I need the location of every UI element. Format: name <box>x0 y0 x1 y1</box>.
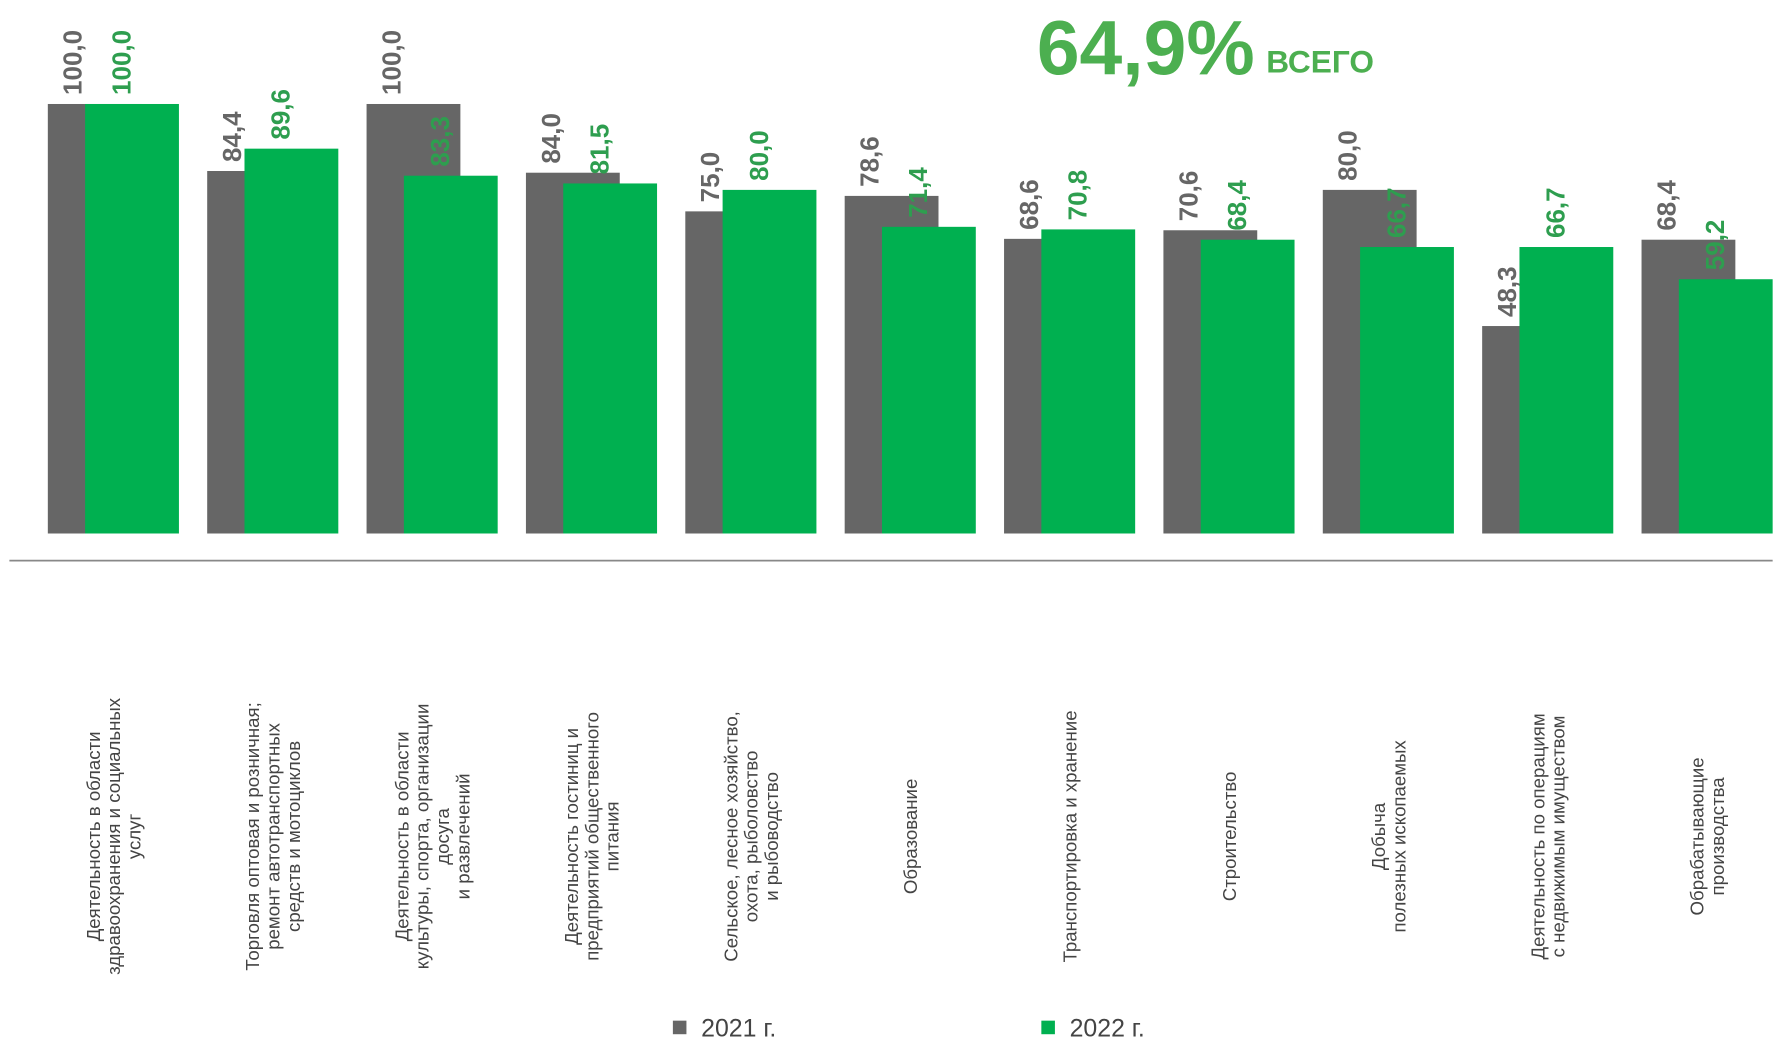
x-tick-label-line: Деятельность в области <box>83 732 104 942</box>
value-label: 68,4 <box>1222 180 1252 231</box>
x-tick-label-line: Строительство <box>1219 772 1240 902</box>
x-tick-label: Добычаполезных ископаемых <box>1368 740 1409 933</box>
x-tick-label-line: Добыча <box>1368 802 1389 870</box>
x-tick-label-line: полезных ископаемых <box>1388 740 1409 933</box>
x-tick-label: Деятельность гостиниц ипредприятий общес… <box>561 712 623 961</box>
x-tick-label-line: услуг <box>124 814 145 860</box>
x-tick-label-line: и рыбоводство <box>761 772 782 901</box>
x-tick-label-line: средств и мотоциклов <box>283 741 304 932</box>
x-tick-label-line: Торговля оптовая и розничная; <box>242 702 263 970</box>
value-label: 59,2 <box>1700 220 1730 271</box>
bar <box>85 104 179 534</box>
value-label: 48,3 <box>1492 266 1522 317</box>
value-label: 66,7 <box>1381 187 1411 238</box>
bar <box>1519 247 1613 533</box>
bar <box>404 176 498 534</box>
x-tick-label-line: Образование <box>900 779 921 894</box>
legend-swatch <box>673 1021 687 1035</box>
bar <box>882 227 976 534</box>
x-tick-label-line: предприятий общественного <box>581 712 602 961</box>
value-label: 75,0 <box>695 152 725 203</box>
value-label: 68,4 <box>1651 180 1681 231</box>
bar <box>1360 247 1454 533</box>
chart: 64,9% ВСЕГО 100,0 84,4 100,0 84,0 75,0 78,6 68… <box>0 0 1773 1041</box>
x-tick-label: Деятельность в областикультуры, спорта, … <box>391 704 473 970</box>
x-tick-label-line: Обрабатывающие <box>1687 757 1708 915</box>
value-label: 89,6 <box>266 89 296 140</box>
legend-label: 2021 г. <box>701 1014 776 1041</box>
headline-note: ВСЕГО <box>1266 43 1374 79</box>
x-tick-label: Транспортировка и хранение <box>1059 710 1080 962</box>
x-tick-label-line: питания <box>602 801 623 871</box>
value-label: 70,6 <box>1173 171 1203 222</box>
x-tick-label-line: культуры, спорта, организации <box>412 704 433 970</box>
x-tick-label-line: Деятельность в области <box>391 732 412 942</box>
value-label: 83,3 <box>425 116 455 167</box>
value-label: 100,0 <box>376 30 406 95</box>
bar <box>1041 229 1135 533</box>
value-label: 66,7 <box>1541 187 1571 238</box>
bar <box>1679 279 1773 533</box>
x-tick-label: Торговля оптовая и розничная;ремонт авто… <box>242 702 304 970</box>
x-tick-label-line: досуга <box>432 807 453 864</box>
value-label: 100,0 <box>58 30 88 95</box>
value-label: 84,4 <box>217 111 247 162</box>
x-tick-label-line: Транспортировка и хранение <box>1059 710 1080 962</box>
x-tick-label-line: охота, рыболовство <box>741 751 762 923</box>
value-label: 80,0 <box>744 130 774 181</box>
x-tick-label-line: Сельское, лесное хозяйство, <box>720 711 741 962</box>
value-label: 100,0 <box>106 30 136 95</box>
value-label: 68,6 <box>1014 179 1044 230</box>
x-tick-label: Образование <box>900 779 921 894</box>
headline: 64,9% <box>1037 6 1255 92</box>
x-tick-label: Сельское, лесное хозяйство,охота, рыболо… <box>720 711 782 962</box>
x-tick-label-line: Деятельность по операциям <box>1527 713 1548 959</box>
bar <box>723 190 817 534</box>
bar <box>1201 240 1295 534</box>
value-label: 78,6 <box>855 136 885 187</box>
x-tick-label-line: ремонт автотранспортных <box>263 722 284 949</box>
value-label: 81,5 <box>584 124 614 175</box>
value-label: 80,0 <box>1333 130 1363 181</box>
x-tick-label-line: с недвижимым имуществом <box>1548 716 1569 958</box>
x-tick-label: Деятельность в областиздравоохранения и … <box>83 697 145 975</box>
bar <box>563 183 657 533</box>
value-label: 70,8 <box>1063 170 1093 221</box>
value-label: 84,0 <box>536 113 566 164</box>
value-label: 71,4 <box>903 167 933 218</box>
x-tick-label: Деятельность по операциямс недвижимым им… <box>1527 713 1568 959</box>
x-tick-label-line: Деятельность гостиниц и <box>561 728 582 945</box>
x-tick-label: Обрабатывающиепроизводства <box>1687 757 1728 915</box>
x-tick-label: Строительство <box>1219 772 1240 902</box>
x-tick-label-line: и развлечений <box>452 773 473 899</box>
x-tick-label-line: производства <box>1707 777 1728 896</box>
page: 64,9% ВСЕГО 100,0 84,4 100,0 84,0 75,0 78,6 68… <box>0 0 1773 1041</box>
legend-swatch <box>1041 1021 1055 1035</box>
x-tick-label-line: здравоохранения и социальных <box>103 697 124 975</box>
legend-label: 2022 г. <box>1070 1014 1145 1041</box>
bar <box>244 149 338 534</box>
